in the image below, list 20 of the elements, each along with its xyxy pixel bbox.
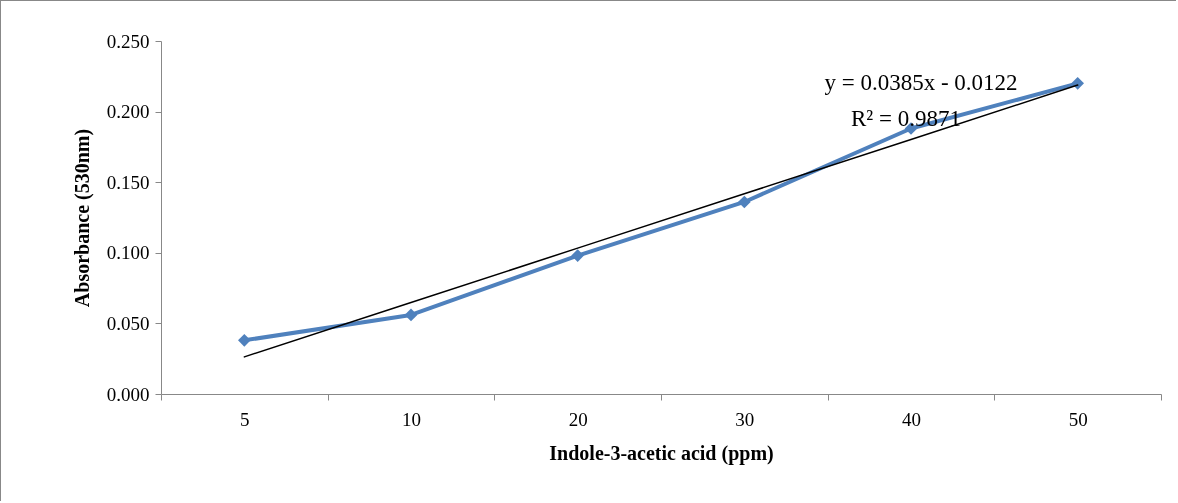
y-tick-label: 0.000	[106, 383, 150, 405]
x-tick-label: 5	[240, 408, 250, 430]
annotation: y = 0.0385x - 0.0122	[824, 70, 1018, 95]
x-tick-label: 20	[568, 408, 588, 430]
y-tick-label: 0.250	[106, 30, 150, 52]
y-axis-title: Absorbance (530nm)	[70, 128, 94, 308]
y-tick-label: 0.200	[106, 101, 150, 123]
x-tick-label: 40	[902, 408, 921, 430]
x-tick-label: 10	[402, 408, 421, 430]
point	[738, 195, 751, 209]
x-tick-label: 50	[1068, 408, 1088, 430]
x-axis-title: Indole-3-acetic acid (ppm)	[549, 441, 774, 465]
y-tick-label: 0.100	[106, 242, 150, 264]
y-tick-label: 0.050	[106, 312, 150, 334]
point	[571, 249, 584, 262]
point	[1071, 77, 1084, 90]
point	[238, 334, 251, 347]
x-tick-label: 30	[735, 408, 755, 430]
point	[404, 308, 418, 322]
y-tick-label: 0.150	[106, 171, 150, 193]
